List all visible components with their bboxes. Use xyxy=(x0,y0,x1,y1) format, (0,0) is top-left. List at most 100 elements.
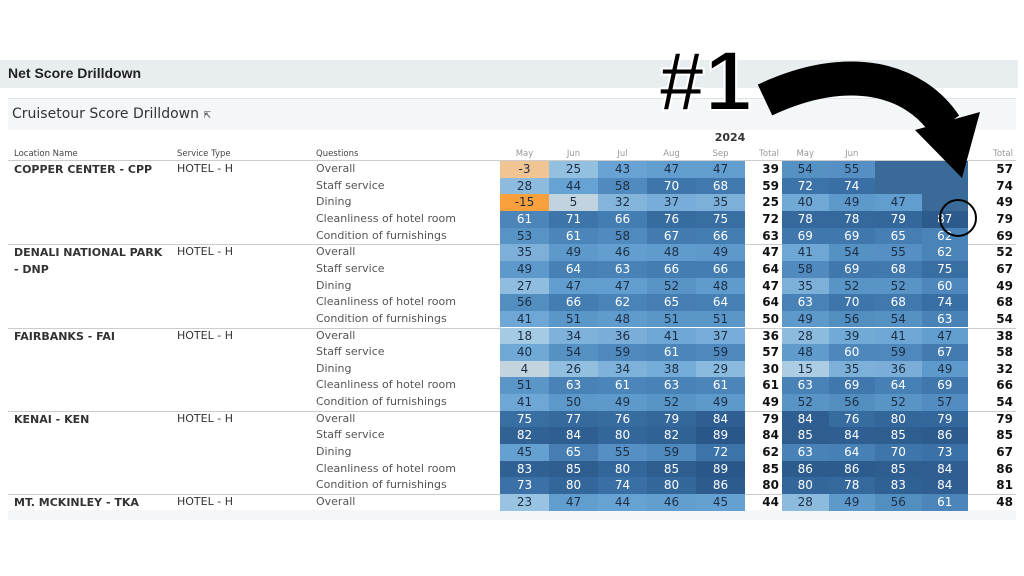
column-header: Questions xyxy=(316,149,359,159)
score-cell: 84 xyxy=(696,410,745,428)
total-cell: 79 xyxy=(762,411,779,426)
score-cell: 50 xyxy=(549,394,598,411)
score-cell xyxy=(875,177,922,195)
question: Condition of furnishings xyxy=(316,395,447,409)
score-cell: 45 xyxy=(696,494,745,511)
total-cell: 52 xyxy=(996,245,1013,260)
score-cell: 61 xyxy=(500,210,549,228)
score-cell: 63 xyxy=(549,377,598,395)
score-cell: 52 xyxy=(782,394,829,411)
score-cell: 47 xyxy=(549,277,598,295)
score-cell: 64 xyxy=(549,260,598,278)
score-cell: 78 xyxy=(782,210,829,228)
score-cell: 75 xyxy=(500,410,549,428)
total-cell: 63 xyxy=(762,228,779,243)
highlight-circle xyxy=(939,199,977,237)
question: Cleanliness of hotel room xyxy=(316,461,456,475)
score-cell: 64 xyxy=(696,294,745,311)
score-cell: 49 xyxy=(500,260,549,278)
score-cell: 76 xyxy=(828,410,875,428)
total-cell: 84 xyxy=(762,428,779,443)
score-cell: 25 xyxy=(549,161,598,178)
score-cell: 77 xyxy=(549,410,598,428)
score-cell: 61 xyxy=(598,377,647,395)
score-cell: 85 xyxy=(875,427,922,445)
total-cell: 85 xyxy=(996,428,1013,443)
score-cell: 61 xyxy=(921,494,968,511)
score-cell: 70 xyxy=(647,177,696,195)
question: Cleanliness of hotel room xyxy=(316,378,456,392)
arrow xyxy=(757,61,960,136)
score-cell: 58 xyxy=(598,227,647,245)
score-cell: 56 xyxy=(500,294,549,311)
score-cell: 61 xyxy=(549,227,598,245)
score-cell: 29 xyxy=(696,360,745,378)
score-cell: 26 xyxy=(549,360,598,378)
score-cell: 80 xyxy=(598,460,647,478)
score-cell: 40 xyxy=(500,344,549,361)
score-cell: 68 xyxy=(875,260,922,278)
question: Staff service xyxy=(316,261,385,275)
score-cell: 47 xyxy=(875,194,922,211)
location: COPPER CENTER - CPP xyxy=(14,163,153,176)
location: FAIRBANKS - FAI xyxy=(14,329,115,343)
score-cell: 83 xyxy=(500,460,549,478)
score-cell: 49 xyxy=(782,310,829,328)
score-cell: 74 xyxy=(921,294,968,311)
score-cell: 40 xyxy=(782,194,829,211)
total-cell: 38 xyxy=(996,328,1013,343)
total-cell: 54 xyxy=(996,311,1013,326)
total-cell: 57 xyxy=(996,162,1013,176)
score-cell: 35 xyxy=(696,194,745,211)
score-cell: 23 xyxy=(500,494,549,511)
header-title: Net Score Drilldown xyxy=(8,65,142,81)
score-cell: 49 xyxy=(696,394,745,411)
month-header: May xyxy=(515,149,534,159)
service-type: HOTEL - H xyxy=(177,495,233,508)
score-cell: 62 xyxy=(598,294,647,311)
service-type: HOTEL - H xyxy=(177,245,233,259)
score-cell: 85 xyxy=(647,460,696,478)
total-cell: 48 xyxy=(996,495,1013,509)
score-cell: 36 xyxy=(875,360,922,378)
score-cell: 51 xyxy=(549,310,598,328)
location: DENALI NATIONAL PARK - DNP xyxy=(14,246,163,277)
score-cell: 65 xyxy=(647,294,696,311)
score-cell: 86 xyxy=(782,460,829,478)
score-cell: 75 xyxy=(921,260,968,278)
score-cell: 41 xyxy=(500,310,549,328)
score-cell: 73 xyxy=(921,444,968,461)
score-cell: 72 xyxy=(696,444,745,461)
score-cell: 63 xyxy=(782,377,829,395)
score-cell: 52 xyxy=(875,394,922,411)
total-cell: 58 xyxy=(996,345,1013,360)
score-cell: 54 xyxy=(549,344,598,361)
score-cell: 62 xyxy=(921,244,968,261)
score-cell: 35 xyxy=(500,244,549,261)
score-cell: 70 xyxy=(875,444,922,461)
score-cell: 28 xyxy=(782,494,829,511)
score-cell: 47 xyxy=(549,494,598,511)
score-cell: 37 xyxy=(647,194,696,211)
score-cell: 55 xyxy=(828,161,875,178)
question: Condition of furnishings xyxy=(316,311,447,325)
service-type: HOTEL - H xyxy=(177,411,233,425)
score-cell: 86 xyxy=(921,427,968,445)
total-cell: 69 xyxy=(996,228,1013,243)
score-cell: 48 xyxy=(647,244,696,261)
score-cell xyxy=(921,194,968,211)
total-cell: 36 xyxy=(762,328,779,343)
score-cell: 55 xyxy=(875,244,922,261)
score-cell: 65 xyxy=(549,444,598,461)
panel-title: Cruisetour Score Drilldown ⇱ xyxy=(12,106,211,122)
score-cell: 34 xyxy=(598,360,647,378)
score-cell: 66 xyxy=(696,227,745,245)
score-cell: 54 xyxy=(782,161,829,178)
column-header: Location Name xyxy=(14,149,78,159)
question: Overall xyxy=(316,495,356,508)
score-cell: 86 xyxy=(696,477,745,494)
total-header: Total xyxy=(759,149,779,159)
question: Dining xyxy=(316,278,352,292)
